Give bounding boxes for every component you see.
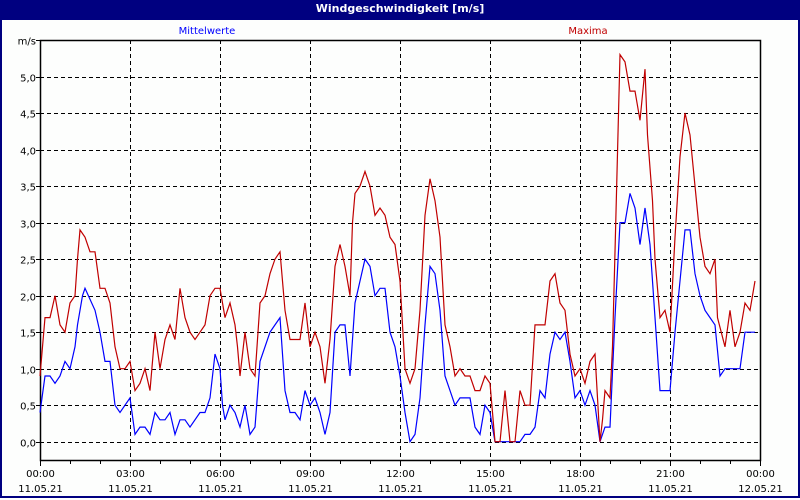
x-tick-date: 12.05.21 bbox=[738, 484, 783, 495]
x-tick-date: 11.05.21 bbox=[108, 484, 153, 495]
series-line-maxima bbox=[39, 52, 756, 443]
x-tick-time: 21:00 bbox=[656, 469, 685, 480]
y-tick-label: 1,5 bbox=[20, 329, 36, 340]
y-tick-label: 2,5 bbox=[20, 256, 36, 267]
x-tick-date: 11.05.21 bbox=[648, 484, 693, 495]
y-tick-label: 4,0 bbox=[20, 147, 36, 158]
y-tick-label: 4,5 bbox=[20, 110, 36, 121]
legend-mittelwerte: Mittelwerte bbox=[179, 26, 236, 37]
x-tick-date: 11.05.21 bbox=[18, 484, 63, 495]
y-tick-label: 5,0 bbox=[20, 74, 36, 85]
x-tick-time: 18:00 bbox=[566, 469, 595, 480]
x-tick-date: 11.05.21 bbox=[288, 484, 333, 495]
x-tick-time: 00:00 bbox=[26, 469, 55, 480]
series-line-mittelwerte bbox=[39, 193, 755, 444]
x-tick-date: 11.05.21 bbox=[198, 484, 243, 495]
x-tick-date: 11.05.21 bbox=[558, 484, 603, 495]
y-tick-label: 3,0 bbox=[20, 220, 36, 231]
x-tick-time: 00:00 bbox=[746, 469, 775, 480]
y-tick-label: 1,0 bbox=[20, 366, 36, 377]
x-tick-time: 15:00 bbox=[476, 469, 505, 480]
window-title: Windgeschwindigkeit [m/s] bbox=[2, 0, 798, 20]
y-tick-label: 0,0 bbox=[20, 439, 36, 450]
y-tick-label: 2,0 bbox=[20, 293, 36, 304]
y-tick-label: m/s bbox=[18, 37, 36, 48]
x-tick-date: 11.05.21 bbox=[378, 484, 423, 495]
x-tick-time: 09:00 bbox=[296, 469, 325, 480]
x-tick-date: 11.05.21 bbox=[468, 484, 513, 495]
x-tick-time: 12:00 bbox=[386, 469, 415, 480]
plot-frame bbox=[39, 39, 762, 462]
legend-maxima: Maxima bbox=[568, 26, 607, 37]
x-tick-time: 06:00 bbox=[206, 469, 235, 480]
y-tick-label: 3,5 bbox=[20, 183, 36, 194]
y-tick-label: 0,5 bbox=[20, 402, 36, 413]
x-tick-time: 03:00 bbox=[116, 469, 145, 480]
